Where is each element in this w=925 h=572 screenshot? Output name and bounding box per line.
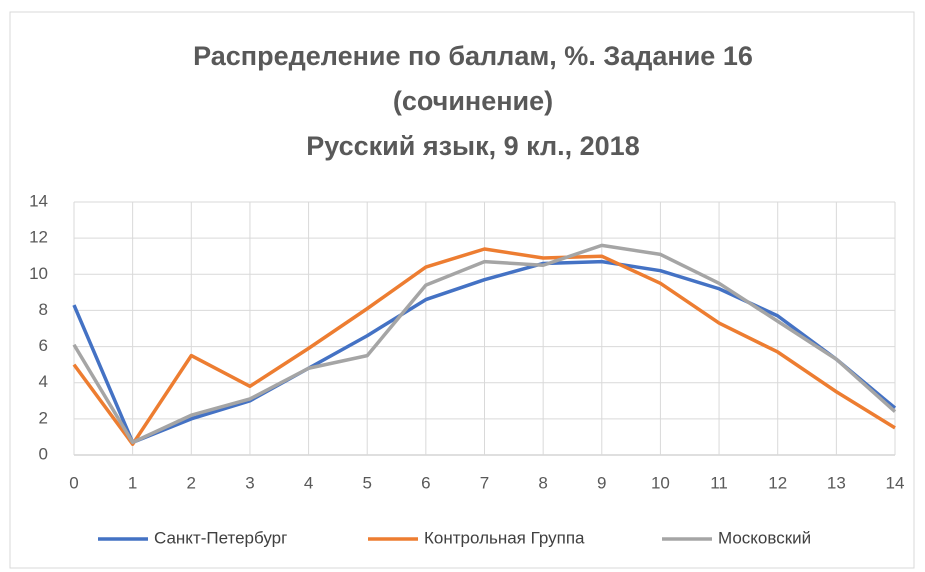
x-tick-label: 10 bbox=[651, 473, 670, 492]
legend-label: Московский bbox=[718, 528, 811, 547]
y-tick-label: 6 bbox=[39, 336, 48, 355]
y-tick-label: 14 bbox=[29, 191, 48, 210]
chart-title: Русский язык, 9 кл., 2018 bbox=[306, 131, 639, 161]
x-tick-label: 2 bbox=[187, 473, 196, 492]
chart-border bbox=[9, 11, 915, 569]
series-line bbox=[72, 243, 897, 445]
y-tick-label: 4 bbox=[39, 372, 48, 391]
x-tick-label: 7 bbox=[480, 473, 489, 492]
y-tick-label: 8 bbox=[39, 300, 48, 319]
x-tick-label: 8 bbox=[538, 473, 547, 492]
x-tick-label: 11 bbox=[710, 473, 728, 492]
x-tick-label: 9 bbox=[597, 473, 606, 492]
x-tick-label: 0 bbox=[69, 473, 78, 492]
y-tick-label: 10 bbox=[29, 264, 48, 283]
y-tick-label: 0 bbox=[39, 444, 48, 463]
legend-label: Контрольная Группа bbox=[424, 528, 585, 547]
x-tick-label: 5 bbox=[362, 473, 371, 492]
y-tick-label: 2 bbox=[39, 408, 48, 427]
x-tick-label: 13 bbox=[827, 473, 846, 492]
x-tick-label: 12 bbox=[768, 473, 787, 492]
x-tick-label: 6 bbox=[421, 473, 430, 492]
chart-title: Распределение по баллам, %. Задание 16 bbox=[193, 41, 753, 71]
legend-label: Санкт-Петербург bbox=[154, 528, 287, 547]
x-tick-label: 4 bbox=[304, 473, 313, 492]
y-tick-label: 12 bbox=[29, 228, 48, 247]
series-line bbox=[72, 247, 896, 446]
chart-title: (сочинение) bbox=[393, 86, 553, 116]
x-tick-label: 1 bbox=[128, 473, 137, 492]
x-tick-label: 3 bbox=[245, 473, 254, 492]
x-tick-label: 14 bbox=[886, 473, 905, 492]
